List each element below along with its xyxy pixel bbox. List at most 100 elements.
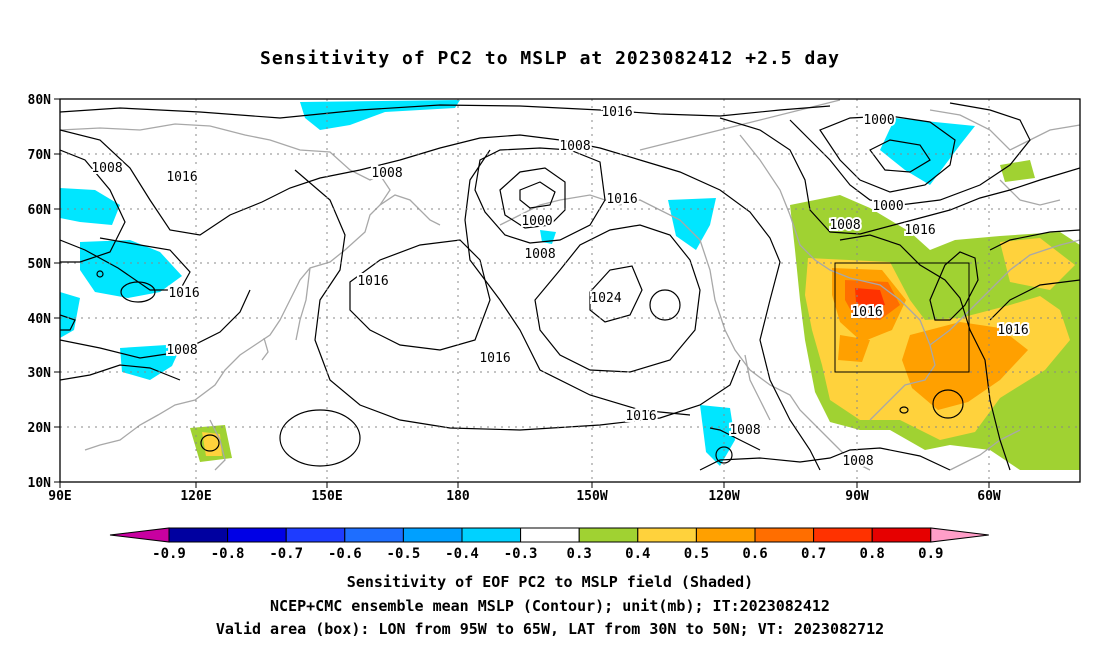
colorbar-label: 0.3 <box>567 546 592 562</box>
colorbar-label: -0.6 <box>328 546 362 562</box>
isobar <box>699 447 951 471</box>
colorbar-low-arrow <box>109 527 170 543</box>
positive-area <box>1000 160 1035 182</box>
contour-label: 1008 <box>559 139 590 154</box>
colorbar-swatch <box>344 527 404 543</box>
caption-line-3: Valid area (box): LON from 95W to 65W, L… <box>215 620 885 638</box>
lon-label: 120W <box>708 489 739 504</box>
shaded-areas <box>60 100 1080 470</box>
lat-label: 80N <box>28 93 52 108</box>
lon-label: 150E <box>311 489 342 504</box>
contour-label: 1016 <box>479 351 510 366</box>
valid-area-box <box>834 262 970 373</box>
colorbar-label: -0.4 <box>445 546 479 562</box>
isobar <box>709 427 761 451</box>
isobar <box>534 224 701 373</box>
positive-area <box>1000 238 1075 290</box>
coastline <box>929 109 1080 151</box>
mslp-contours <box>60 102 1080 471</box>
lat-labels: 80N 70N 60N 50N 40N 30N 20N 10N <box>28 93 52 491</box>
colorbar-swatch <box>637 527 697 543</box>
contour-label: 1016 <box>904 223 935 238</box>
colorbar-label: 0.6 <box>742 546 767 562</box>
contour-label: 1008 <box>371 166 402 181</box>
colorbar-label: -0.5 <box>387 546 421 562</box>
colorbar-swatch <box>871 527 932 543</box>
lat-label: 70N <box>28 148 52 163</box>
isobar <box>819 115 956 193</box>
colorbar-swatch <box>461 527 522 543</box>
negative-area <box>120 344 182 380</box>
coastline <box>499 199 561 226</box>
caption-line-2: NCEP+CMC ensemble mean MSLP (Contour); u… <box>270 597 830 615</box>
coastline <box>929 239 1080 346</box>
isobar <box>464 149 691 416</box>
colorbar-swatch <box>754 527 815 543</box>
negative-area <box>60 292 80 338</box>
contour-label: 1016 <box>606 192 637 207</box>
isobar <box>789 102 1031 206</box>
contour-label: 1008 <box>91 161 122 176</box>
coastline <box>60 123 391 451</box>
caption-line-1: Sensitivity of EOF PC2 to MSLP field (Sh… <box>346 573 754 591</box>
coastline <box>295 267 311 341</box>
colorbar-swatch <box>227 527 287 543</box>
chart-title: Sensitivity of PC2 to MSLP at 2023082412… <box>259 48 840 69</box>
isobar <box>294 169 741 431</box>
isobar <box>899 406 909 414</box>
lon-label: 90E <box>48 489 71 504</box>
colorbar-label: -0.9 <box>152 546 186 562</box>
contour-label: 1016 <box>601 105 632 120</box>
negative-area <box>300 100 460 130</box>
colorbar-label: 0.7 <box>801 546 826 562</box>
contour-label: 1016 <box>625 409 656 424</box>
coastline <box>209 419 226 471</box>
isobar <box>120 281 156 303</box>
isobar <box>499 167 566 229</box>
contour-labels: 1016 1008 1000 1008 1016 1024 1016 1016 … <box>89 103 1030 471</box>
contour-label: 1016 <box>166 170 197 185</box>
contour-label: 1008 <box>166 343 197 358</box>
lat-label: 50N <box>28 257 52 272</box>
isobar <box>649 289 681 321</box>
isobar <box>589 265 643 323</box>
lon-label: 90W <box>845 489 869 504</box>
plot-frame <box>59 98 1081 483</box>
coastline <box>379 194 441 226</box>
lon-label: 150W <box>576 489 607 504</box>
isobar <box>60 289 251 359</box>
colorbar-swatch <box>285 527 346 543</box>
contour-label: 1000 <box>863 113 894 128</box>
contour-label: 1016 <box>168 286 199 301</box>
isobar <box>932 389 964 419</box>
lat-label: 60N <box>28 203 52 218</box>
lat-label: 10N <box>28 476 52 491</box>
isobar <box>60 104 831 119</box>
isobar <box>60 129 641 236</box>
lon-labels: 90E 120E 150E 180 150W 120W 90W 60W <box>48 489 1001 504</box>
lat-label: 20N <box>28 421 52 436</box>
contour-label: 1016 <box>357 274 388 289</box>
axis-ticks <box>54 98 990 488</box>
isobar <box>989 229 1080 251</box>
coastline <box>559 194 871 471</box>
positive-area <box>838 335 870 362</box>
isobar <box>96 270 104 278</box>
coastline <box>739 134 936 421</box>
contour-label: 1000 <box>872 199 903 214</box>
coastline <box>261 337 269 361</box>
contour-label: 1008 <box>524 247 555 262</box>
contour-label: 1024 <box>590 291 621 306</box>
colorbar-label: -0.3 <box>504 546 538 562</box>
colorbar-swatch <box>578 527 639 543</box>
lat-label: 40N <box>28 312 52 327</box>
colorbar-swatch <box>402 527 463 543</box>
isobar <box>869 139 931 173</box>
isobar <box>349 239 491 351</box>
isobar <box>60 149 126 263</box>
positive-area <box>855 288 885 310</box>
graticule <box>60 99 1080 482</box>
isobar <box>989 279 1080 321</box>
isobar <box>839 234 1011 471</box>
coastline <box>744 354 771 421</box>
